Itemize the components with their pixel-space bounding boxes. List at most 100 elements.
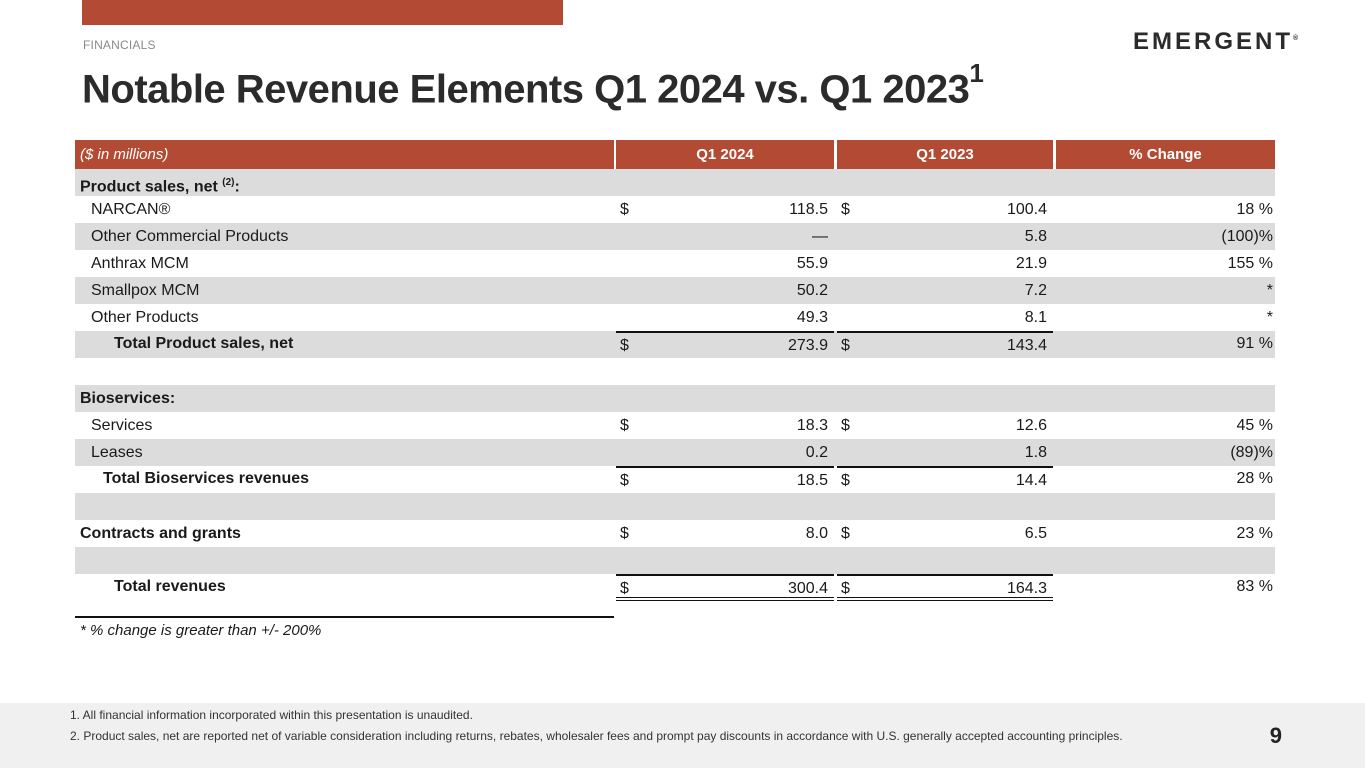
revenue-table: ($ in millions) Q1 2024 Q1 2023 % Change…	[75, 140, 1275, 601]
q1-2023-cell: $14.4	[837, 466, 1053, 493]
q1-2023-cell: $6.5	[837, 520, 1053, 547]
row-label: Leases	[75, 439, 143, 466]
table-row: Smallpox MCM 50.2 7.2 *	[75, 277, 1275, 304]
dollar-sign: $	[841, 580, 850, 597]
pct-change-value: 45 %	[1236, 417, 1273, 434]
pct-change-cell: (89)%	[1056, 439, 1275, 466]
q1-2024-cell: $8.0	[616, 520, 834, 547]
dollar-sign: $	[620, 472, 629, 489]
table-row: Services $18.3 $12.6 45 %	[75, 412, 1275, 439]
row-label: Contracts and grants	[75, 520, 241, 547]
dollar-sign: $	[620, 580, 629, 597]
pct-change-cell: 83 %	[1056, 574, 1275, 601]
table-row: Leases 0.2 1.8 (89)%	[75, 439, 1275, 466]
q1-2024-cell: $18.5	[616, 466, 834, 493]
dollar-sign: $	[841, 201, 850, 218]
table-row: Other Commercial Products — 5.8 (100)%	[75, 223, 1275, 250]
pct-change-value: *	[1266, 282, 1273, 299]
footnote-ref: (2)	[222, 177, 235, 188]
q1-2023-value: 14.4	[1015, 472, 1047, 489]
pct-change-value: (89)%	[1230, 444, 1273, 461]
q1-2024-cell: 55.9	[616, 250, 834, 277]
row-label: Services	[75, 412, 152, 439]
row-label-text: Total revenues	[114, 578, 226, 595]
dollar-sign: $	[620, 417, 629, 434]
table-row: Total Bioservices revenues $18.5 $14.4 28 %	[75, 466, 1275, 493]
row-label: Anthrax MCM	[75, 250, 189, 277]
q1-2024-cell: 0.2	[616, 439, 834, 466]
q1-2023-value: 164.3	[1006, 580, 1047, 597]
label-suffix: :	[234, 178, 240, 196]
table-header: ($ in millions) Q1 2024 Q1 2023 % Change	[75, 140, 1275, 169]
dollar-sign: $	[620, 525, 629, 542]
table-row: Total Product sales, net $273.9 $143.4 91 %	[75, 331, 1275, 358]
dollar-sign: $	[841, 337, 850, 354]
table-row: Total revenues $300.4 $164.3 83 %	[75, 574, 1275, 601]
pct-change-value: 155 %	[1227, 255, 1273, 272]
q1-2023-value: 8.1	[1024, 309, 1047, 326]
pct-change-value: 18 %	[1236, 201, 1273, 218]
footnote-divider	[75, 616, 614, 618]
q1-2023-value: 7.2	[1024, 282, 1047, 299]
q1-2023-value: 100.4	[1006, 201, 1047, 218]
table-footnote: * % change is greater than +/- 200%	[80, 622, 322, 639]
row-label: Other Products	[75, 304, 199, 331]
table-row: Other Products 49.3 8.1 *	[75, 304, 1275, 331]
row-label: Total Bioservices revenues	[75, 466, 309, 493]
dollar-sign: $	[841, 417, 850, 434]
q1-2024-cell: $118.5	[616, 196, 834, 223]
row-label: Other Commercial Products	[75, 223, 288, 250]
q1-2023-cell: 8.1	[837, 304, 1053, 331]
q1-2024-value: 8.0	[805, 525, 828, 542]
table-row: Contracts and grants $8.0 $6.5 23 %	[75, 520, 1275, 547]
row-label	[75, 493, 80, 520]
q1-2023-value: 5.8	[1024, 228, 1047, 245]
row-label	[75, 358, 80, 385]
q1-2023-cell: 21.9	[837, 250, 1053, 277]
row-label-text: Other Products	[91, 309, 199, 326]
q1-2023-cell: $100.4	[837, 196, 1053, 223]
pct-change-cell: 45 %	[1056, 412, 1275, 439]
table-row: Bioservices:	[75, 385, 1275, 412]
row-label-text: Smallpox MCM	[91, 282, 200, 299]
q1-2024-value: 273.9	[787, 337, 828, 354]
dollar-sign: $	[841, 525, 850, 542]
q1-2024-cell: $18.3	[616, 412, 834, 439]
pct-change-value: 83 %	[1236, 578, 1273, 595]
q1-2024-cell: —	[616, 223, 834, 250]
footnotes-panel: 1. All financial information incorporate…	[0, 703, 1365, 768]
header-units: ($ in millions)	[75, 140, 614, 169]
q1-2024-value: 118.5	[789, 201, 828, 218]
pct-change-cell: 155 %	[1056, 250, 1275, 277]
title-footnote-ref: 1	[969, 58, 984, 88]
row-label: Product sales, net (2):	[75, 169, 240, 196]
title-text: Notable Revenue Elements Q1 2024 vs. Q1 …	[82, 67, 970, 112]
q1-2024-cell: $300.4	[616, 574, 834, 601]
q1-2023-cell: $12.6	[837, 412, 1053, 439]
table-row: Anthrax MCM 55.9 21.9 155 %	[75, 250, 1275, 277]
q1-2024-cell: 49.3	[616, 304, 834, 331]
row-label-text: Contracts and grants	[80, 525, 241, 542]
row-label: Bioservices:	[75, 385, 175, 412]
pct-change-cell: 91 %	[1056, 331, 1275, 358]
accent-bar	[82, 0, 563, 25]
row-label: Total revenues	[75, 574, 226, 601]
q1-2023-cell: 1.8	[837, 439, 1053, 466]
row-label: Smallpox MCM	[75, 277, 199, 304]
header-q1-2023: Q1 2023	[837, 140, 1053, 169]
q1-2024-value: 18.5	[796, 472, 828, 489]
row-label	[75, 547, 80, 574]
pct-change-value: 23 %	[1236, 525, 1273, 542]
q1-2024-value: 300.4	[787, 580, 828, 597]
pct-change-value: (100)%	[1221, 228, 1273, 245]
row-label-text: Product sales, net	[80, 178, 223, 196]
q1-2023-value: 21.9	[1015, 255, 1047, 272]
q1-2023-cell: 7.2	[837, 277, 1053, 304]
q1-2024-value: 55.9	[796, 255, 828, 272]
pct-change-cell: (100)%	[1056, 223, 1275, 250]
q1-2023-value: 143.4	[1006, 337, 1047, 354]
q1-2023-cell: 5.8	[837, 223, 1053, 250]
table-row	[75, 493, 1275, 520]
table-row: Product sales, net (2):	[75, 169, 1275, 196]
q1-2023-value: 12.6	[1015, 417, 1047, 434]
